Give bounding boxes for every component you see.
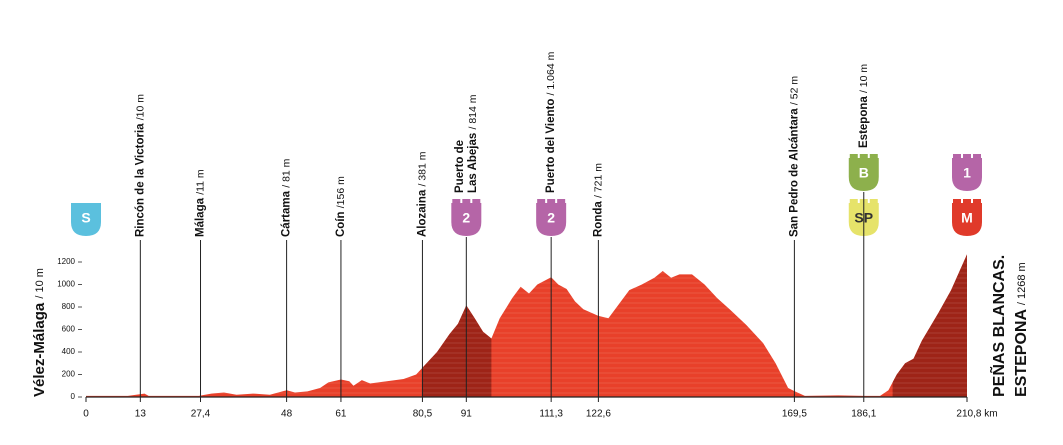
badge-tab bbox=[547, 199, 556, 204]
finish-name: ESTEPONA bbox=[1013, 309, 1030, 397]
x-tick-label: 210,8 km bbox=[956, 409, 997, 420]
badge-text: 2 bbox=[547, 210, 555, 226]
y-tick-label: 200 bbox=[62, 370, 76, 379]
badge: 2 bbox=[536, 199, 567, 236]
badge-text: M bbox=[961, 210, 973, 226]
x-tick-label: 80,5 bbox=[413, 409, 433, 420]
finish-label: ESTEPONA / 1268 m bbox=[1013, 262, 1030, 397]
waypoint-label: Cártama / 81 m bbox=[280, 158, 292, 237]
x-tick-label: 61 bbox=[335, 409, 347, 420]
waypoint-name: Puerto de bbox=[454, 140, 466, 193]
waypoint-label: Coín /156 m bbox=[335, 176, 347, 237]
badge-shield bbox=[451, 203, 482, 236]
start-altitude: / 10 m bbox=[34, 268, 46, 299]
waypoint-altitude: / 381 m bbox=[416, 151, 428, 186]
x-tick-label: 27,4 bbox=[191, 409, 211, 420]
waypoint-name: Coín bbox=[335, 211, 347, 237]
badge-text: S bbox=[81, 210, 90, 226]
badge-tab bbox=[973, 199, 981, 204]
badge-tab bbox=[859, 154, 868, 159]
badge-shield bbox=[952, 158, 982, 191]
x-tick-label: 111,3 bbox=[539, 409, 563, 420]
waypoint-altitude: / 52 m bbox=[788, 76, 800, 105]
waypoint-label: Puerto de bbox=[454, 140, 466, 193]
badge-shield bbox=[536, 203, 567, 236]
waypoint-label: Puerto del Viento / 1.064 m bbox=[545, 51, 557, 193]
badge: 1 bbox=[952, 154, 982, 191]
waypoint-label: Málaga /11 m bbox=[194, 169, 206, 237]
profile-area bbox=[86, 254, 967, 397]
badge: B bbox=[848, 154, 879, 191]
badge-text: B bbox=[859, 165, 869, 181]
finish-label: PEÑAS BLANCAS. bbox=[988, 255, 1008, 397]
badge-shield bbox=[71, 203, 101, 236]
badge: 2 bbox=[451, 199, 482, 236]
waypoint-altitude: /11 m bbox=[194, 169, 206, 195]
badge-tab bbox=[462, 199, 471, 204]
badge-tab bbox=[849, 199, 858, 204]
y-tick-label: 1000 bbox=[57, 280, 75, 289]
waypoint-altitude: /10 m bbox=[134, 94, 146, 121]
waypoint-altitude: /156 m bbox=[335, 176, 347, 208]
badge-tab bbox=[452, 199, 461, 204]
x-tick-label: 0 bbox=[83, 409, 89, 420]
badge-tab bbox=[963, 154, 971, 159]
waypoint-name: Alozaina bbox=[416, 189, 428, 237]
waypoint-name: Cártama bbox=[281, 190, 293, 237]
waypoint-name: Puerto del Viento bbox=[545, 99, 557, 193]
waypoint-altitude: / 81 m bbox=[280, 158, 292, 187]
y-tick-label: 600 bbox=[62, 325, 76, 334]
waypoint-name: Las Abejas bbox=[467, 133, 479, 193]
waypoint-altitude: / 1.064 m bbox=[545, 51, 557, 95]
waypoint-name: Estepona bbox=[858, 96, 870, 148]
y-tick-label: 1200 bbox=[57, 257, 75, 266]
badge: S bbox=[71, 203, 101, 236]
start-name: Vélez-Málaga bbox=[31, 302, 48, 397]
x-tick-label: 169,5 bbox=[782, 409, 807, 420]
waypoint-altitude: / 721 m bbox=[592, 163, 604, 198]
badge-text: 1 bbox=[963, 165, 971, 181]
y-tick-label: 0 bbox=[71, 392, 76, 401]
waypoint-name: Ronda bbox=[592, 201, 604, 237]
waypoint-altitude: / 10 m bbox=[858, 64, 870, 93]
finish-name: PEÑAS BLANCAS. bbox=[988, 255, 1008, 397]
climb-highlight bbox=[892, 254, 967, 397]
badge-tab bbox=[849, 154, 858, 159]
badge-shield bbox=[848, 158, 879, 191]
waypoint-label: Estepona / 10 m bbox=[858, 64, 870, 148]
y-tick-label: 800 bbox=[62, 302, 76, 311]
waypoint-label: Rincón de la Victoria /10 m bbox=[134, 94, 146, 237]
badge-shield bbox=[952, 203, 982, 236]
badge-tab bbox=[869, 199, 878, 204]
badge: M bbox=[952, 199, 982, 236]
badge-tab bbox=[963, 199, 971, 204]
badge-tab bbox=[537, 199, 546, 204]
waypoint-altitude: / 814 m bbox=[467, 94, 479, 129]
start-label: Vélez-Málaga / 10 m bbox=[31, 268, 48, 397]
x-tick-label: 122,6 bbox=[586, 409, 611, 420]
badge-tab bbox=[557, 199, 566, 204]
badge-tab bbox=[472, 199, 481, 204]
waypoint-name: Rincón de la Victoria bbox=[134, 123, 146, 237]
badge-text: 2 bbox=[462, 210, 470, 226]
waypoint-name: San Pedro de Alcántara bbox=[788, 108, 800, 237]
waypoint-name: Málaga bbox=[195, 197, 207, 237]
y-tick-label: 400 bbox=[62, 347, 76, 356]
badge-tab bbox=[869, 154, 878, 159]
waypoint-label: Las Abejas / 814 m bbox=[467, 94, 479, 193]
x-tick-label: 186,1 bbox=[851, 409, 876, 420]
climb-highlight bbox=[422, 254, 492, 397]
x-tick-label: 48 bbox=[281, 409, 293, 420]
badge-tab bbox=[973, 154, 981, 159]
badge-tab bbox=[953, 154, 961, 159]
waypoint-label: Alozaina / 381 m bbox=[416, 151, 428, 237]
x-tick-label: 13 bbox=[135, 409, 147, 420]
waypoint-label: San Pedro de Alcántara / 52 m bbox=[788, 76, 800, 237]
x-tick-label: 91 bbox=[461, 409, 473, 420]
finish-altitude: / 1268 m bbox=[1016, 262, 1028, 305]
waypoint-label: Ronda / 721 m bbox=[592, 163, 604, 237]
badge-tab bbox=[953, 199, 961, 204]
